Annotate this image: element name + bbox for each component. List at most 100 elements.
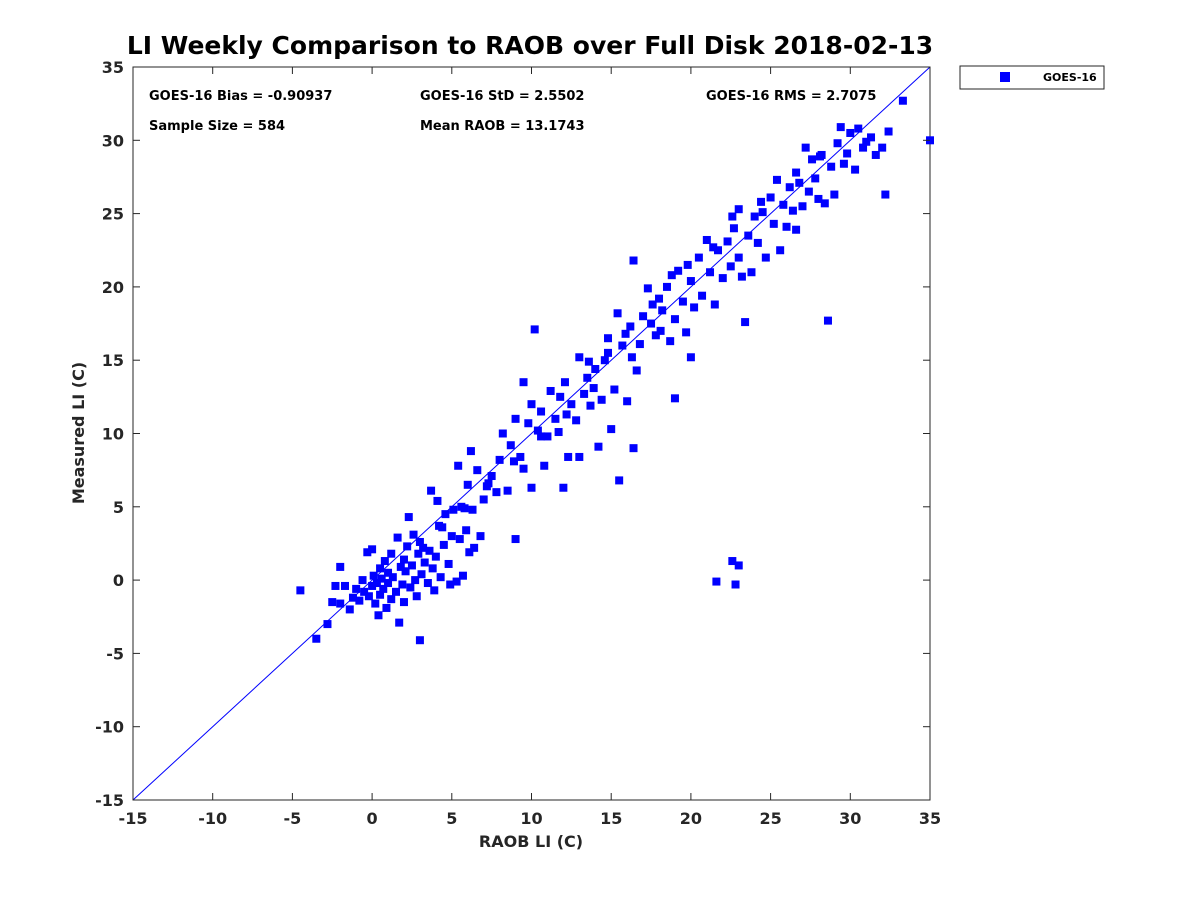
data-point-58: [431, 552, 440, 561]
data-point-38: [399, 555, 408, 564]
data-point-45: [409, 530, 418, 539]
data-point-225: [537, 432, 546, 441]
data-point-65: [446, 580, 455, 589]
x-tick-label-9: 30: [839, 809, 861, 828]
data-point-214: [683, 260, 692, 269]
data-point-59: [433, 496, 442, 505]
data-point-113: [586, 401, 595, 410]
data-point-204: [728, 557, 737, 566]
x-axis-ticks: -15 -10 -5 0 5 10 15 20 25 30 35: [119, 67, 941, 828]
y-tick-label-10: 35: [102, 58, 124, 77]
data-point-220: [419, 543, 428, 552]
data-point-189: [839, 159, 848, 168]
data-point-206: [734, 561, 743, 570]
data-point-186: [830, 190, 839, 199]
data-point-61: [436, 573, 445, 582]
data-point-0: [296, 586, 305, 595]
data-point-56: [428, 564, 437, 573]
data-point-20: [372, 579, 381, 588]
x-tick-label-1: -10: [198, 809, 227, 828]
y-tick-label-9: 30: [102, 131, 124, 150]
data-point-211: [621, 329, 630, 338]
data-point-49: [415, 537, 424, 546]
data-point-62: [439, 540, 448, 549]
data-point-123: [618, 341, 627, 350]
y-tick-label-5: 10: [102, 425, 124, 444]
data-point-28: [384, 568, 393, 577]
y-tick-label-7: 20: [102, 278, 124, 297]
data-point-74: [463, 480, 472, 489]
data-point-96: [530, 325, 539, 334]
data-point-21: [374, 611, 383, 620]
data-point-143: [686, 353, 695, 362]
data-point-37: [398, 580, 407, 589]
data-point-76: [466, 447, 475, 456]
data-point-171: [782, 222, 791, 231]
data-point-164: [758, 208, 767, 217]
data-point-199: [881, 190, 890, 199]
data-point-142: [682, 328, 691, 337]
data-point-78: [470, 543, 479, 552]
data-point-36: [396, 562, 405, 571]
data-point-46: [411, 576, 420, 585]
data-point-72: [458, 571, 467, 580]
data-point-103: [554, 428, 563, 437]
x-tick-label-0: -15: [119, 809, 148, 828]
data-point-151: [714, 246, 722, 255]
y-tick-label-4: 5: [113, 498, 124, 517]
data-point-41: [403, 542, 412, 551]
data-point-200: [884, 127, 893, 136]
data-point-39: [399, 598, 408, 607]
data-point-150: [710, 300, 719, 309]
data-point-64: [444, 559, 453, 568]
data-point-122: [615, 476, 624, 485]
data-point-12: [358, 576, 367, 585]
data-point-228: [627, 353, 636, 362]
y-tick-label-8: 25: [102, 205, 124, 224]
data-point-208: [556, 392, 565, 401]
data-point-146: [694, 253, 703, 262]
data-point-217: [757, 197, 766, 206]
x-tick-label-7: 20: [680, 809, 702, 828]
data-point-162: [750, 212, 759, 221]
data-point-98: [537, 407, 546, 416]
data-point-32: [388, 573, 397, 582]
data-point-9: [348, 593, 357, 602]
data-point-166: [766, 193, 775, 202]
data-point-223: [484, 479, 493, 488]
data-point-169: [776, 246, 785, 255]
data-point-139: [670, 394, 679, 403]
data-point-137: [666, 337, 675, 346]
data-point-92: [519, 464, 528, 473]
data-point-165: [761, 253, 770, 262]
data-point-43: [406, 583, 415, 592]
data-point-131: [643, 284, 652, 293]
data-point-42: [404, 513, 413, 522]
data-point-104: [559, 483, 568, 492]
data-point-226: [562, 410, 571, 419]
data-point-170: [779, 200, 788, 209]
data-point-67: [449, 505, 458, 514]
data-point-173: [788, 206, 797, 215]
data-point-128: [632, 366, 641, 375]
data-point-5: [336, 599, 345, 608]
legend: GOES-16: [959, 65, 1105, 90]
data-point-127: [629, 444, 638, 453]
data-point-201: [898, 96, 907, 105]
data-point-195: [862, 137, 871, 146]
data-point-48: [414, 549, 423, 558]
legend-marker-square-icon: [1000, 72, 1010, 82]
data-point-157: [734, 205, 743, 214]
data-point-134: [655, 294, 664, 303]
data-point-188: [836, 123, 845, 132]
x-tick-label-4: 5: [446, 809, 457, 828]
data-point-185: [827, 162, 836, 171]
data-point-138: [670, 315, 679, 324]
y-tick-label-6: 15: [102, 351, 124, 370]
data-point-209: [584, 357, 593, 366]
data-point-93: [524, 419, 533, 428]
data-point-90: [511, 414, 520, 423]
data-point-198: [878, 143, 887, 152]
data-point-69: [454, 461, 463, 470]
data-point-13: [360, 587, 369, 596]
